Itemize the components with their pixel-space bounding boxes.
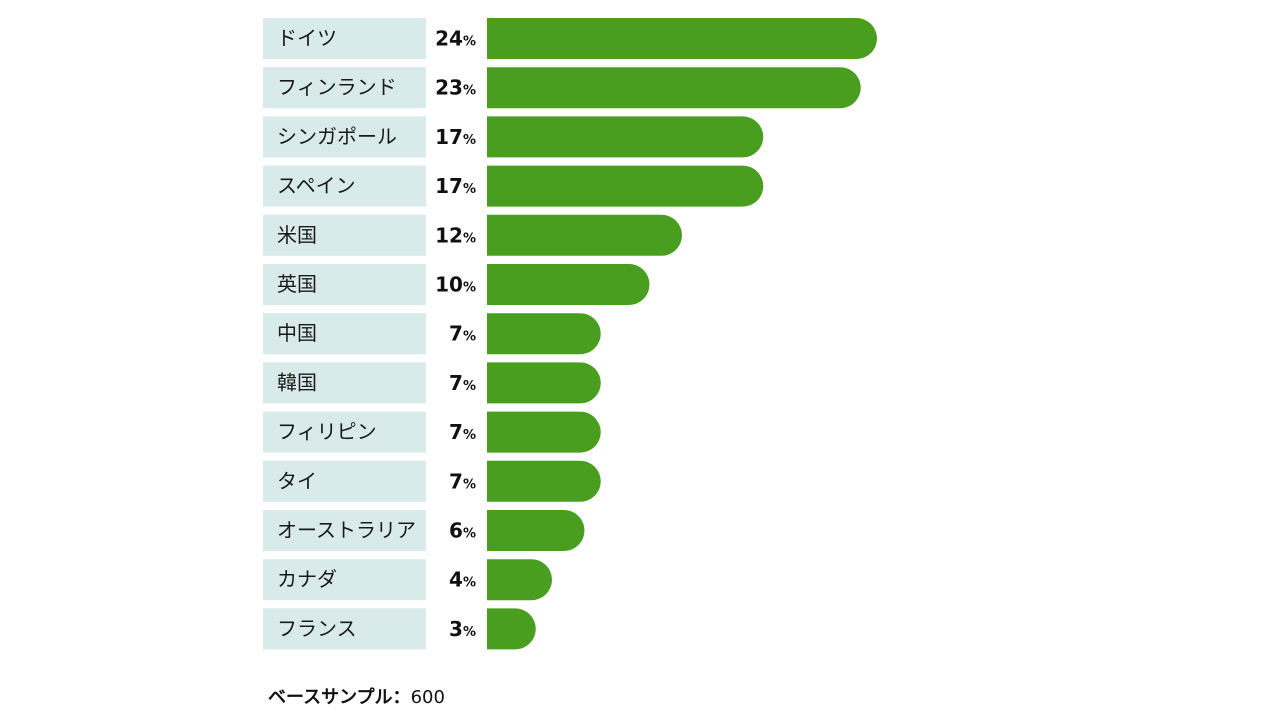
category-label-bg (263, 214, 426, 256)
bar (487, 460, 601, 502)
category-label: スペイン (277, 174, 356, 198)
category-label: タイ (277, 469, 317, 493)
category-label-bg (263, 18, 426, 59)
category-label: フィンランド (277, 75, 397, 99)
base-sample-label: ベースサンプル： (268, 687, 411, 708)
value-label: 4% (449, 568, 476, 592)
category-label: フランス (277, 616, 357, 640)
category-label: 韓国 (277, 370, 317, 394)
category-label: 米国 (277, 223, 317, 247)
bar (487, 559, 552, 601)
category-label-bg (263, 608, 426, 650)
category-label: 英国 (277, 272, 317, 296)
base-sample-note: ベースサンプル：600 (268, 683, 445, 709)
value-label: 23% (435, 76, 476, 100)
category-label-bg (263, 510, 426, 551)
category-label: シンガポール (277, 124, 397, 148)
category-label-bg (263, 362, 426, 404)
value-label: 7% (449, 322, 476, 346)
category-label: 中国 (277, 321, 317, 345)
category-label-bg (263, 411, 426, 453)
value-label: 24% (435, 27, 476, 51)
category-label-bg (263, 264, 426, 305)
bar (487, 608, 536, 650)
value-label: 7% (449, 420, 476, 444)
value-label: 6% (449, 519, 476, 543)
bar (487, 510, 585, 551)
value-label: 12% (435, 223, 476, 247)
bar (487, 214, 682, 256)
category-label: オーストラリア (277, 518, 416, 542)
value-label: 7% (449, 371, 476, 395)
value-label: 10% (435, 273, 476, 297)
category-label: ドイツ (277, 26, 337, 50)
category-label-bg (263, 116, 426, 158)
bar (487, 362, 601, 404)
category-label: カナダ (277, 567, 337, 591)
bar (487, 18, 877, 59)
bar (487, 313, 601, 355)
category-label-bg (263, 559, 426, 601)
category-label-bg (263, 460, 426, 502)
value-label: 17% (435, 125, 476, 149)
category-label-bg (263, 313, 426, 355)
bar (487, 264, 650, 305)
value-label: 17% (435, 174, 476, 198)
bar (487, 67, 861, 109)
value-label: 3% (449, 617, 476, 641)
base-sample-value: 600 (410, 687, 445, 708)
bar (487, 116, 764, 158)
bar (487, 411, 601, 453)
bar (487, 165, 764, 207)
category-label-bg (263, 165, 426, 207)
value-label: 7% (449, 469, 476, 493)
category-label-bg (263, 67, 426, 109)
category-label: フィリピン (277, 420, 377, 444)
